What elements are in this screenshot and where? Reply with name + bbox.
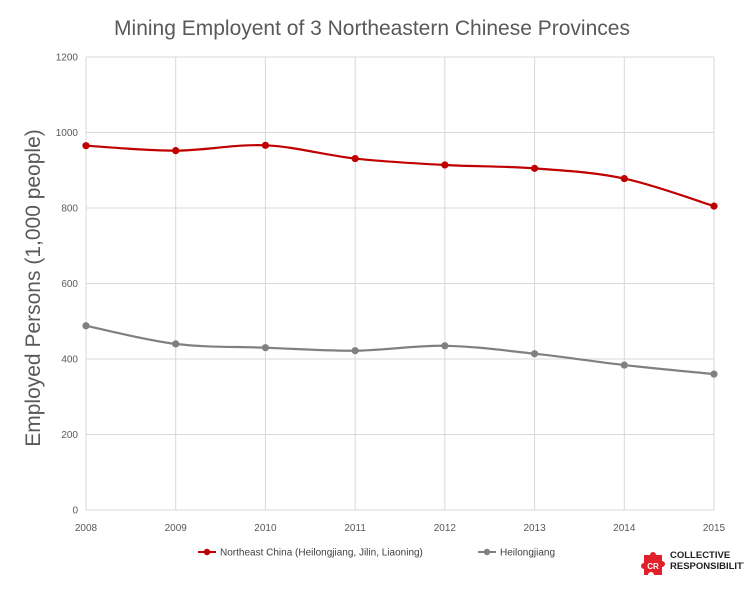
series-line [85,324,715,376]
data-point [351,347,359,355]
data-point [172,147,180,155]
series-1 [82,141,718,210]
logo-line-2: RESPONSIBILITY [670,561,744,572]
legend-label: Heilongjiang [500,548,555,559]
data-point [261,141,270,149]
puzzle-icon: CR [641,552,665,575]
data-point [620,174,628,183]
y-tick-label: 1200 [56,53,79,64]
chart-title: Mining Employent of 3 Northeastern Chine… [114,17,630,40]
data-point [351,154,359,163]
data-point [261,344,270,352]
y-tick-label: 400 [61,355,78,366]
y-tick-label: 0 [72,506,78,517]
data-point [82,322,90,330]
legend-label: Northeast China (Heilongjiang, Jilin, Li… [220,548,423,559]
x-tick-label: 2014 [613,523,636,534]
data-point [82,142,90,150]
series-line [85,144,715,208]
legend-marker [483,548,491,556]
x-tick-label: 2012 [434,523,457,534]
series-2 [82,322,718,378]
grid [85,56,715,511]
data-point [530,350,539,358]
logo-line-1: COLLECTIVE [670,550,731,561]
x-tick-label: 2015 [703,523,726,534]
data-point [441,342,449,350]
y-tick-label: 1000 [56,128,79,139]
y-tick-labels: 0 200 400 600 800 1000 1200 [56,53,79,517]
data-point [441,161,449,169]
data-point [710,370,718,378]
x-tick-label: 2008 [75,523,98,534]
y-tick-label: 200 [61,430,78,441]
y-axis-label: Employed Persons (1,000 people) [22,129,45,447]
x-tick-label: 2009 [165,523,188,534]
data-point [172,340,180,348]
data-point [530,164,539,172]
data-point [710,202,718,210]
data-point [620,361,628,369]
collective-responsibility-logo: CR COLLECTIVE RESPONSIBILITY [640,547,744,581]
logo-badge: CR [647,562,659,571]
x-tick-label: 2011 [344,523,366,534]
y-tick-label: 600 [61,279,78,290]
x-tick-label: 2010 [254,523,277,534]
x-tick-labels: 2008 2009 2010 2011 2012 2013 2014 2015 [75,523,726,534]
legend-item: Heilongjiang [478,548,555,559]
series-group [82,141,718,378]
y-tick-label: 800 [61,204,78,215]
x-tick-label: 2013 [523,523,546,534]
legend-item: Northeast China (Heilongjiang, Jilin, Li… [198,548,423,559]
legend-marker [203,548,211,556]
legend: Northeast China (Heilongjiang, Jilin, Li… [198,548,555,559]
